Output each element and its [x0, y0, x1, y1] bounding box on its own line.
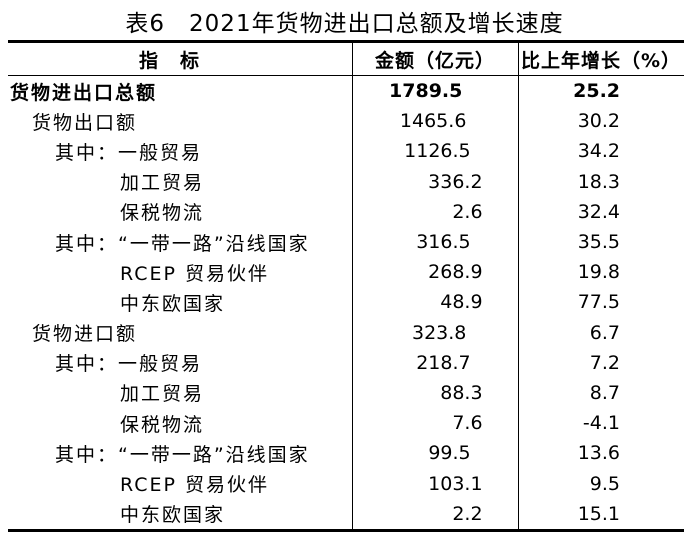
row-amount: 2.6 — [452, 200, 483, 223]
row-amount: 48.9 — [440, 291, 483, 314]
row-growth: 13.6 — [577, 442, 620, 465]
row-amount: 1789.5 — [389, 80, 463, 103]
table-row: RCEP 贸易伙伴 268.9 19.8 — [8, 257, 684, 287]
row-name: 其中：一般贸易 — [55, 353, 203, 376]
row-name: 保税物流 — [120, 202, 205, 225]
table-row: 保税物流 2.6 32.4 — [8, 197, 684, 227]
row-amount: 7.6 — [452, 412, 483, 435]
row-growth: 35.5 — [577, 231, 620, 254]
row-name: 其中：“一带一路”沿线国家 — [55, 232, 310, 255]
row-growth: 9.5 — [589, 472, 620, 495]
table-row: 加工贸易 88.3 8.7 — [8, 378, 684, 408]
header-indicator: 指标 — [138, 49, 221, 72]
row-name: 中东欧国家 — [120, 504, 226, 527]
row-name: 加工贸易 — [120, 383, 205, 406]
table-row: 其中：“一带一路”沿线国家 316.5 35.5 — [8, 227, 684, 257]
table-row: 加工贸易 336.2 18.3 — [8, 167, 684, 197]
table-row: 货物进出口总额 1789.5 25.2 — [8, 76, 684, 106]
row-name: 加工贸易 — [120, 172, 205, 195]
row-name: 其中：“一带一路”沿线国家 — [55, 443, 310, 466]
row-amount: 218.7 — [416, 351, 471, 374]
table-row: 保税物流 7.6 -4.1 — [8, 408, 684, 438]
table-row: 其中：“一带一路”沿线国家 99.5 13.6 — [8, 438, 684, 468]
table-row: 货物进口额 323.8 6.7 — [8, 318, 684, 348]
table-row: 货物出口额 1465.6 30.2 — [8, 106, 684, 136]
row-amount: 323.8 — [412, 321, 467, 344]
row-growth: -4.1 — [582, 412, 620, 435]
data-table: 指标 金额（亿元） 比上年增长（%） 货物进出口总额 1789.5 25.2 货物… — [8, 40, 684, 532]
row-name: 其中：一般贸易 — [55, 141, 203, 164]
row-amount: 336.2 — [428, 170, 483, 193]
row-name: 货物进口额 — [32, 323, 138, 346]
row-growth: 8.7 — [589, 381, 620, 404]
table-header-row: 指标 金额（亿元） 比上年增长（%） — [8, 43, 684, 76]
table-body: 货物进出口总额 1789.5 25.2 货物出口额 1465.6 30.2 其中：一… — [8, 76, 684, 529]
row-name: 保税物流 — [120, 413, 205, 436]
table-row: 其中：一般贸易 1126.5 34.2 — [8, 136, 684, 166]
row-growth: 77.5 — [577, 291, 620, 314]
row-amount: 1126.5 — [404, 140, 471, 163]
row-name: 货物进出口总额 — [10, 81, 158, 104]
row-name: RCEP 贸易伙伴 — [120, 262, 270, 285]
row-growth: 34.2 — [577, 140, 620, 163]
row-amount: 103.1 — [428, 472, 483, 495]
row-amount: 88.3 — [440, 381, 483, 404]
row-amount: 1465.6 — [399, 110, 467, 133]
header-growth: 比上年增长（%） — [520, 49, 682, 72]
row-amount: 268.9 — [428, 261, 483, 284]
column-divider — [352, 43, 353, 529]
row-growth: 19.8 — [577, 261, 620, 284]
row-name: RCEP 贸易伙伴 — [120, 474, 270, 497]
table-row: 其中：一般贸易 218.7 7.2 — [8, 348, 684, 378]
table-title: 表6 2021年货物进出口总额及增长速度 — [125, 11, 564, 37]
row-growth: 32.4 — [577, 200, 620, 223]
header-amount: 金额（亿元） — [374, 49, 495, 72]
row-growth: 30.2 — [577, 110, 620, 133]
row-amount: 316.5 — [416, 231, 471, 254]
row-growth: 7.2 — [589, 351, 620, 374]
row-amount: 99.5 — [428, 442, 471, 465]
table-row: RCEP 贸易伙伴 103.1 9.5 — [8, 468, 684, 498]
row-growth: 18.3 — [577, 170, 620, 193]
table-row: 中东欧国家 48.9 77.5 — [8, 287, 684, 317]
row-growth: 15.1 — [577, 502, 620, 525]
row-growth: 25.2 — [573, 80, 621, 103]
row-amount: 2.2 — [452, 502, 483, 525]
table-row: 中东欧国家 2.2 15.1 — [8, 499, 684, 529]
column-divider — [518, 43, 519, 529]
row-name: 中东欧国家 — [120, 292, 226, 315]
row-name: 货物出口额 — [32, 111, 138, 134]
row-growth: 6.7 — [589, 321, 620, 344]
